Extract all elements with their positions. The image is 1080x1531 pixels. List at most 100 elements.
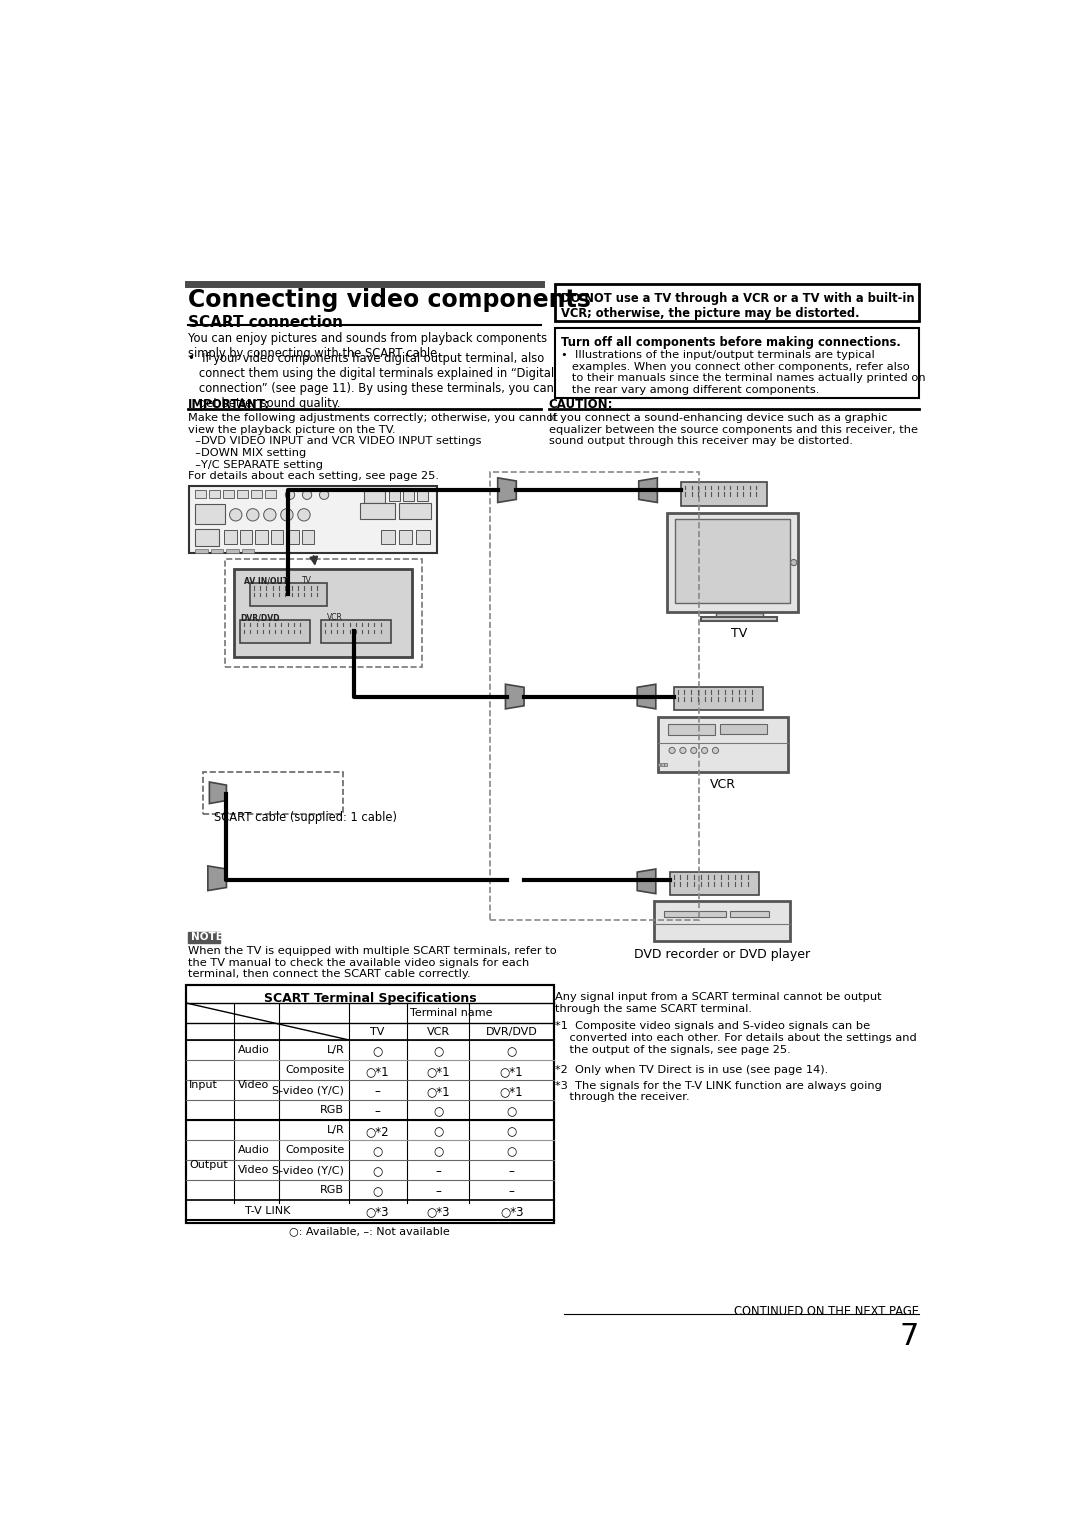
Text: •  If your video components have digital output terminal, also
   connect them u: • If your video components have digital …	[188, 352, 554, 410]
Bar	[669, 724, 715, 735]
Circle shape	[230, 508, 242, 521]
Text: Make the following adjustments correctly; otherwise, you cannot
view the playbac: Make the following adjustments correctly…	[188, 413, 557, 481]
Text: RGB: RGB	[321, 1185, 345, 1196]
Bar	[658, 717, 788, 772]
Text: ○*1: ○*1	[427, 1085, 450, 1098]
Text: ○: Available, –: Not available: ○: Available, –: Not available	[289, 1226, 450, 1237]
Bar	[417, 490, 428, 501]
Circle shape	[679, 747, 686, 753]
Text: When the TV is equipped with multiple SCART terminals, refer to
the TV manual to: When the TV is equipped with multiple SC…	[188, 946, 556, 980]
Bar	[416, 530, 430, 544]
Bar	[381, 530, 395, 544]
Text: ○: ○	[373, 1145, 382, 1159]
Text: VCR: VCR	[327, 614, 343, 623]
Text: –: –	[509, 1165, 514, 1179]
Bar	[286, 530, 298, 544]
Text: IMPORTANT:: IMPORTANT:	[188, 398, 270, 410]
Polygon shape	[505, 684, 524, 709]
Text: ○: ○	[373, 1046, 382, 1058]
Bar	[195, 548, 207, 553]
Text: L/R: L/R	[326, 1046, 345, 1055]
Text: L/R: L/R	[326, 1125, 345, 1136]
Bar	[399, 502, 431, 519]
Circle shape	[298, 508, 310, 521]
Text: –: –	[435, 1185, 441, 1199]
Text: DVR/DVD: DVR/DVD	[486, 1027, 538, 1036]
Text: *3  The signals for the T-V LINK function are always going
    through the recei: *3 The signals for the T-V LINK function…	[555, 1081, 882, 1102]
Text: VCR: VCR	[711, 778, 737, 792]
Polygon shape	[498, 478, 516, 502]
Text: ○*2: ○*2	[366, 1125, 390, 1139]
Bar	[301, 530, 314, 544]
Bar	[224, 490, 234, 498]
Text: *1  Composite video signals and S-video signals can be
    converted into each o: *1 Composite video signals and S-video s…	[555, 1021, 917, 1055]
Text: ○: ○	[507, 1125, 516, 1139]
Text: You can enjoy pictures and sounds from playback components
simply by connecting : You can enjoy pictures and sounds from p…	[188, 332, 546, 360]
Bar	[658, 762, 661, 766]
Bar	[720, 724, 767, 733]
Text: •  Illustrations of the input/output terminals are typical
   examples. When you: • Illustrations of the input/output term…	[562, 351, 926, 395]
Text: T-V LINK: T-V LINK	[245, 1205, 291, 1216]
Text: –: –	[509, 1185, 514, 1199]
Text: Audio: Audio	[238, 1145, 270, 1156]
Bar	[186, 984, 554, 1223]
Bar	[389, 490, 400, 501]
Text: Turn off all components before making connections.: Turn off all components before making co…	[562, 337, 901, 349]
Bar	[681, 482, 767, 505]
Polygon shape	[637, 870, 656, 894]
Bar	[255, 530, 268, 544]
Bar	[667, 513, 798, 612]
Circle shape	[285, 490, 295, 499]
Text: Connecting video components: Connecting video components	[188, 288, 591, 312]
Text: If you connect a sound-enhancing device such as a graphic
equalizer between the : If you connect a sound-enhancing device …	[549, 413, 918, 447]
Text: VCR: VCR	[427, 1027, 449, 1036]
Bar	[252, 490, 262, 498]
Bar	[266, 490, 276, 498]
Bar	[240, 530, 252, 544]
Bar	[189, 485, 437, 553]
Text: SCART connection: SCART connection	[188, 314, 342, 329]
Polygon shape	[207, 867, 227, 891]
Text: AV IN/OUT: AV IN/OUT	[243, 576, 287, 585]
Text: Any signal input from a SCART terminal cannot be output
through the same SCART t: Any signal input from a SCART terminal c…	[555, 992, 881, 1014]
Bar	[670, 873, 759, 896]
Polygon shape	[637, 684, 656, 709]
Bar	[195, 504, 225, 524]
Text: ○*3: ○*3	[366, 1205, 389, 1219]
Bar	[701, 617, 777, 622]
Text: ○*3: ○*3	[500, 1205, 524, 1219]
Text: TV: TV	[370, 1027, 384, 1036]
Text: NOTE: NOTE	[191, 932, 222, 942]
Text: ○: ○	[433, 1125, 443, 1139]
Circle shape	[702, 747, 707, 753]
Text: ○*1: ○*1	[366, 1066, 390, 1078]
Text: Composite: Composite	[285, 1145, 345, 1156]
Circle shape	[691, 747, 697, 753]
Bar	[321, 620, 391, 643]
Text: 7: 7	[900, 1321, 919, 1350]
Text: ○: ○	[373, 1165, 382, 1179]
Text: *2  Only when TV Direct is in use (see page 14).: *2 Only when TV Direct is in use (see pa…	[555, 1066, 828, 1075]
Text: Output: Output	[189, 1160, 228, 1170]
Bar	[242, 548, 255, 553]
Text: ○: ○	[433, 1145, 443, 1159]
Text: TV: TV	[302, 576, 312, 585]
Bar	[360, 502, 394, 519]
Bar	[227, 548, 239, 553]
Bar	[186, 984, 554, 1223]
Bar	[675, 519, 789, 603]
Text: Composite: Composite	[285, 1066, 345, 1075]
Text: DVD recorder or DVD player: DVD recorder or DVD player	[634, 948, 810, 960]
Circle shape	[669, 747, 675, 753]
Text: DVR/DVD: DVR/DVD	[241, 614, 280, 623]
Text: S-video (Y/C): S-video (Y/C)	[272, 1165, 345, 1176]
Text: ○*3: ○*3	[427, 1205, 449, 1219]
Text: CAUTION:: CAUTION:	[549, 398, 613, 410]
Bar	[661, 762, 663, 766]
Text: –: –	[435, 1165, 441, 1179]
Text: Video: Video	[238, 1165, 269, 1176]
Bar	[249, 583, 327, 606]
Text: SCART cable (supplied: 1 cable): SCART cable (supplied: 1 cable)	[214, 810, 397, 824]
Bar	[195, 490, 206, 498]
Text: Video: Video	[238, 1079, 269, 1090]
